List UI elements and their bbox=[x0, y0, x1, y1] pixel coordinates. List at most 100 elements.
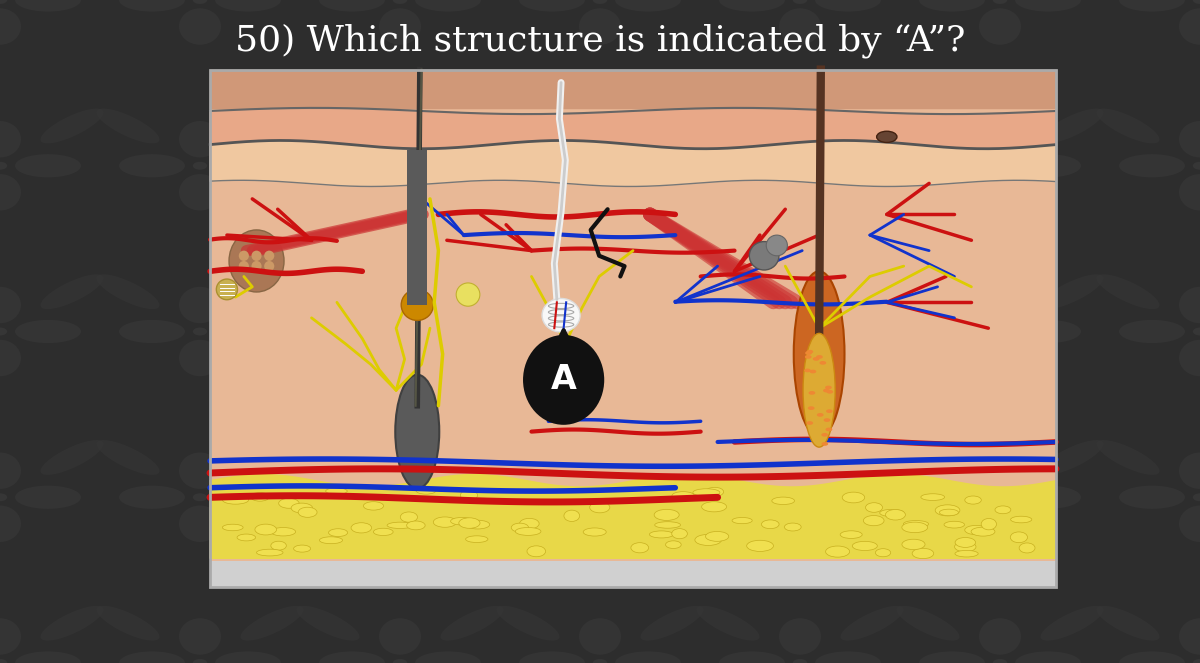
Circle shape bbox=[826, 428, 833, 432]
Ellipse shape bbox=[440, 440, 504, 475]
Ellipse shape bbox=[388, 522, 413, 528]
Ellipse shape bbox=[0, 506, 22, 542]
Ellipse shape bbox=[1015, 320, 1081, 343]
Ellipse shape bbox=[520, 518, 539, 529]
Ellipse shape bbox=[1040, 606, 1104, 640]
Ellipse shape bbox=[912, 548, 934, 559]
Ellipse shape bbox=[940, 509, 959, 516]
Circle shape bbox=[806, 421, 814, 425]
Ellipse shape bbox=[779, 453, 821, 489]
Ellipse shape bbox=[379, 339, 421, 377]
Ellipse shape bbox=[379, 174, 421, 211]
Ellipse shape bbox=[979, 9, 1021, 45]
Circle shape bbox=[992, 162, 1007, 170]
Ellipse shape bbox=[379, 618, 421, 655]
Circle shape bbox=[1193, 493, 1200, 501]
Ellipse shape bbox=[319, 651, 385, 663]
Ellipse shape bbox=[616, 651, 682, 663]
Ellipse shape bbox=[564, 510, 580, 522]
Ellipse shape bbox=[41, 274, 103, 309]
Ellipse shape bbox=[719, 0, 785, 12]
Circle shape bbox=[0, 0, 7, 4]
Ellipse shape bbox=[616, 485, 682, 509]
Ellipse shape bbox=[979, 121, 1021, 158]
Polygon shape bbox=[210, 108, 1056, 149]
Ellipse shape bbox=[119, 320, 185, 343]
Ellipse shape bbox=[982, 518, 996, 530]
Ellipse shape bbox=[379, 9, 421, 45]
Ellipse shape bbox=[119, 485, 185, 509]
Ellipse shape bbox=[14, 651, 82, 663]
Circle shape bbox=[805, 351, 812, 355]
Ellipse shape bbox=[875, 549, 890, 557]
Circle shape bbox=[1193, 328, 1200, 335]
Ellipse shape bbox=[271, 528, 295, 536]
Ellipse shape bbox=[96, 440, 160, 475]
Circle shape bbox=[806, 350, 814, 353]
Ellipse shape bbox=[779, 286, 821, 324]
Ellipse shape bbox=[1097, 606, 1159, 640]
Ellipse shape bbox=[749, 241, 779, 270]
Ellipse shape bbox=[456, 283, 480, 306]
Ellipse shape bbox=[440, 606, 504, 640]
Ellipse shape bbox=[580, 453, 622, 489]
Ellipse shape bbox=[238, 534, 256, 541]
Ellipse shape bbox=[631, 543, 649, 553]
Ellipse shape bbox=[466, 520, 490, 529]
Ellipse shape bbox=[440, 274, 504, 309]
Circle shape bbox=[392, 659, 407, 663]
Circle shape bbox=[193, 328, 208, 335]
Ellipse shape bbox=[616, 320, 682, 343]
Ellipse shape bbox=[239, 261, 248, 271]
Ellipse shape bbox=[902, 522, 928, 532]
Ellipse shape bbox=[840, 606, 904, 640]
Ellipse shape bbox=[840, 274, 904, 309]
Ellipse shape bbox=[440, 109, 504, 143]
Ellipse shape bbox=[965, 525, 988, 534]
Ellipse shape bbox=[655, 522, 680, 528]
Ellipse shape bbox=[779, 121, 821, 158]
Ellipse shape bbox=[520, 320, 586, 343]
Ellipse shape bbox=[0, 453, 22, 489]
Circle shape bbox=[793, 659, 808, 663]
Ellipse shape bbox=[179, 121, 221, 158]
Ellipse shape bbox=[222, 524, 244, 530]
Ellipse shape bbox=[319, 320, 385, 343]
Ellipse shape bbox=[215, 651, 281, 663]
Ellipse shape bbox=[215, 154, 281, 178]
Ellipse shape bbox=[779, 9, 821, 45]
Ellipse shape bbox=[863, 516, 884, 526]
Circle shape bbox=[1193, 659, 1200, 663]
Ellipse shape bbox=[515, 528, 541, 536]
Ellipse shape bbox=[955, 550, 978, 557]
Circle shape bbox=[193, 162, 208, 170]
Ellipse shape bbox=[433, 517, 456, 527]
Circle shape bbox=[821, 433, 828, 437]
Circle shape bbox=[593, 0, 607, 4]
Ellipse shape bbox=[840, 109, 904, 143]
Circle shape bbox=[810, 370, 816, 373]
Ellipse shape bbox=[965, 496, 982, 504]
Ellipse shape bbox=[520, 651, 586, 663]
Circle shape bbox=[820, 361, 827, 365]
Ellipse shape bbox=[641, 440, 703, 475]
Ellipse shape bbox=[971, 527, 995, 536]
Ellipse shape bbox=[1178, 174, 1200, 211]
Ellipse shape bbox=[580, 174, 622, 211]
Circle shape bbox=[809, 391, 815, 394]
Ellipse shape bbox=[292, 503, 312, 513]
Circle shape bbox=[593, 328, 607, 335]
Circle shape bbox=[593, 659, 607, 663]
Ellipse shape bbox=[616, 0, 682, 12]
Ellipse shape bbox=[415, 320, 481, 343]
Ellipse shape bbox=[379, 453, 421, 489]
Ellipse shape bbox=[415, 485, 481, 509]
Ellipse shape bbox=[319, 485, 385, 509]
Ellipse shape bbox=[719, 154, 785, 178]
Ellipse shape bbox=[1097, 274, 1159, 309]
Ellipse shape bbox=[520, 154, 586, 178]
Ellipse shape bbox=[179, 174, 221, 211]
Ellipse shape bbox=[401, 289, 433, 320]
Ellipse shape bbox=[696, 109, 760, 143]
Ellipse shape bbox=[119, 651, 185, 663]
